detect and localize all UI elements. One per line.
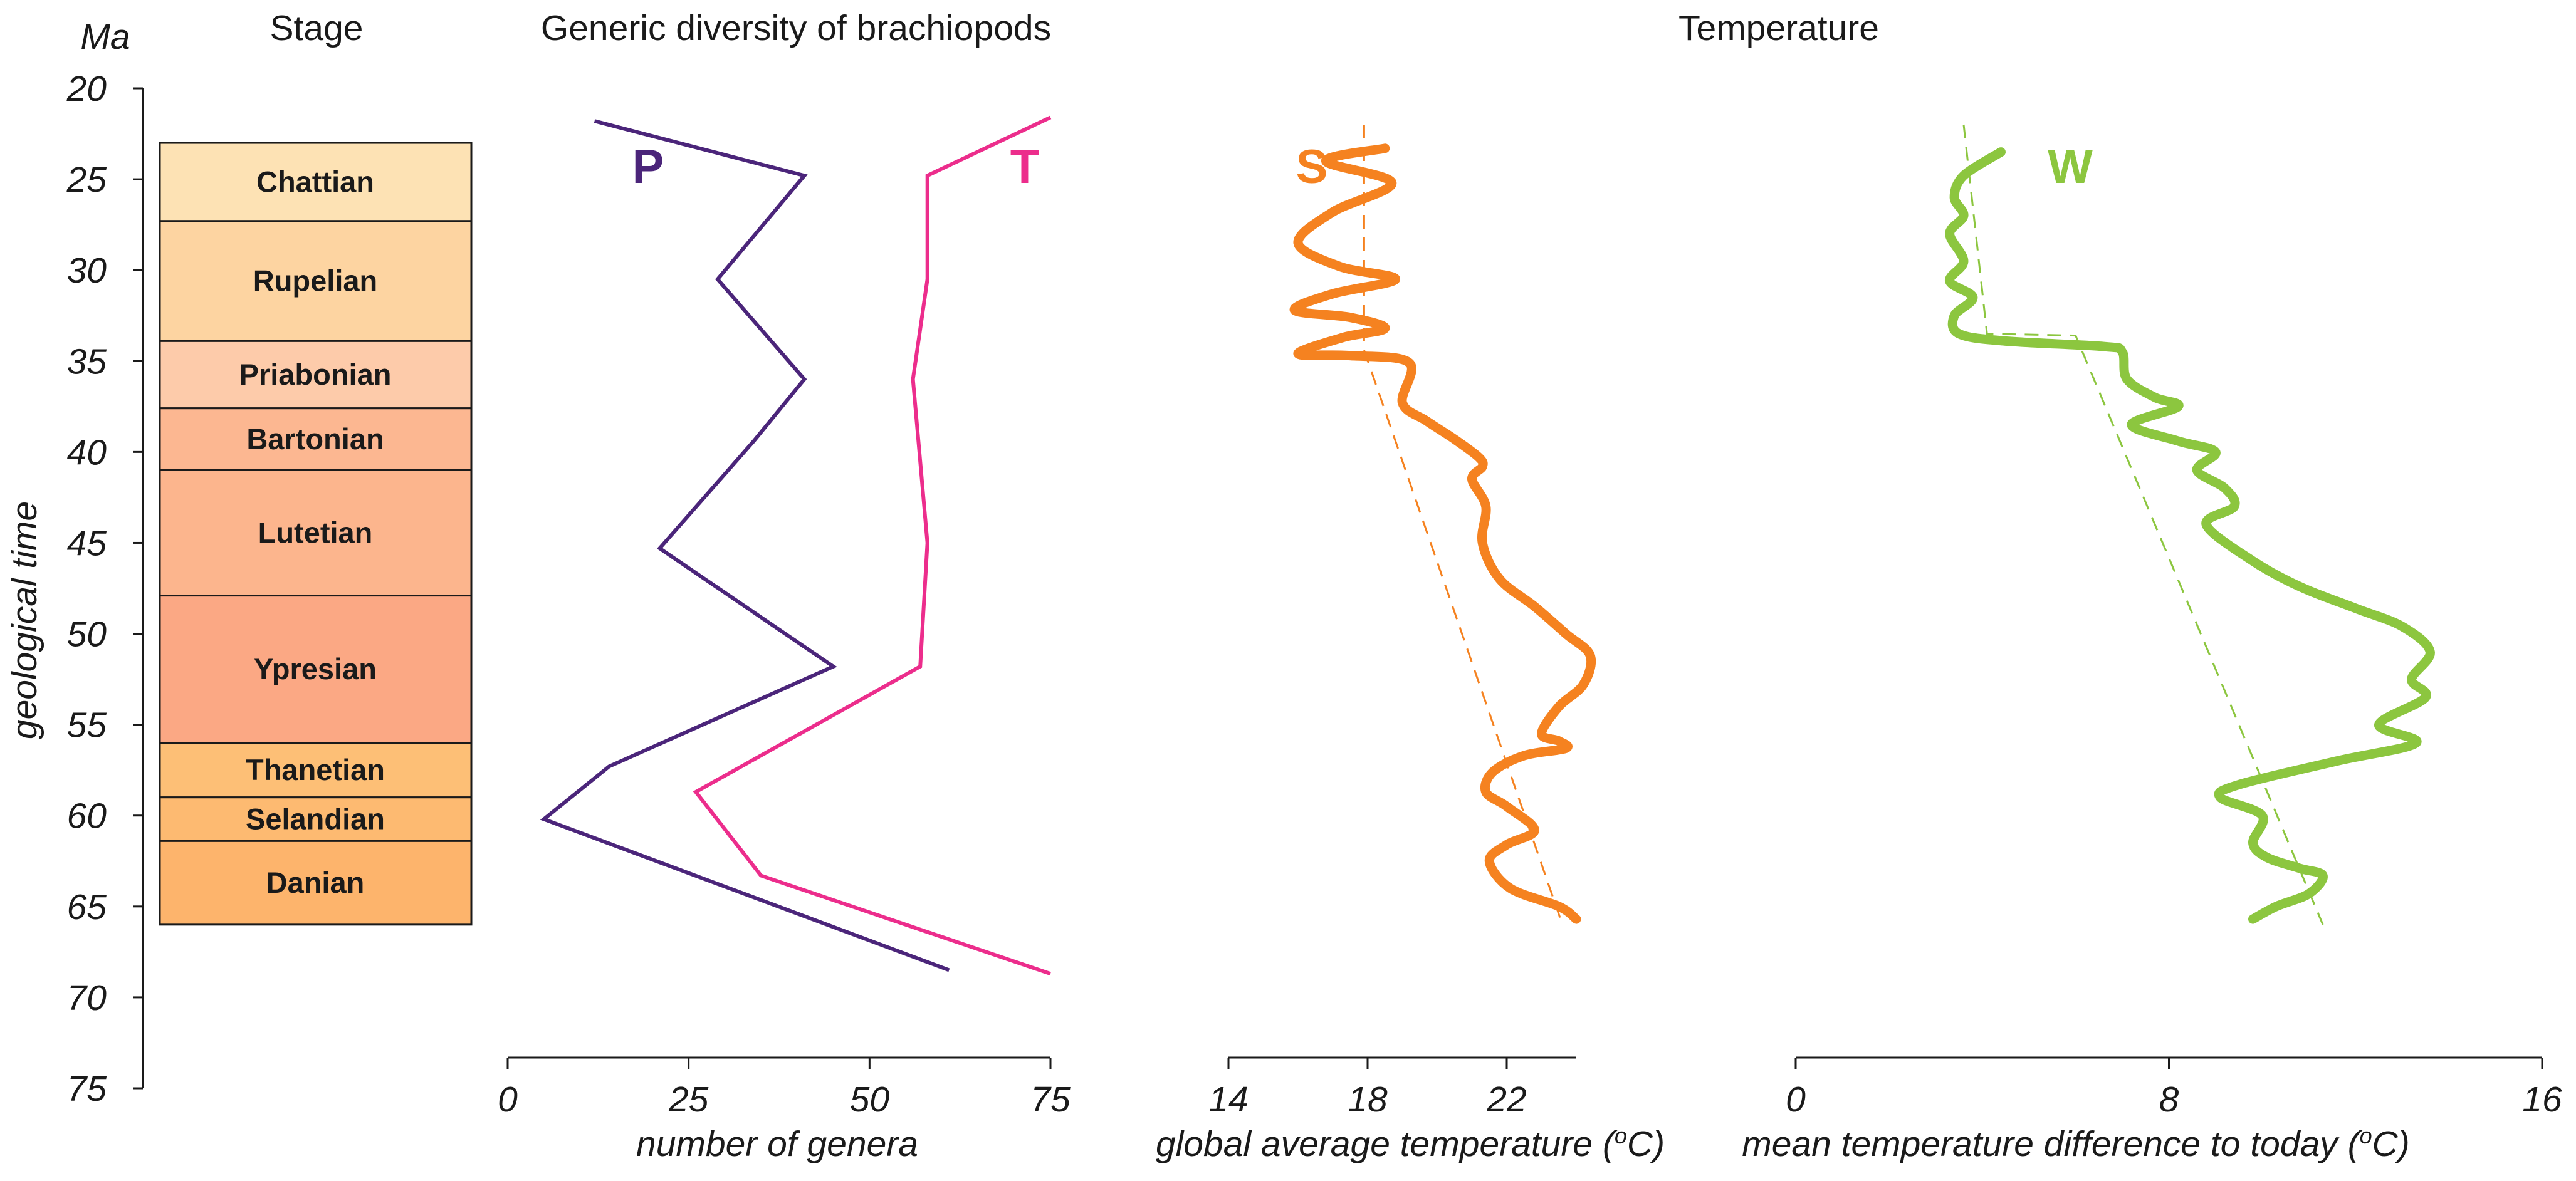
- time-tick-label-65: 65: [67, 887, 107, 927]
- stage-label-bartonian: Bartonian: [246, 422, 384, 455]
- global-temperature-x-label-text: global average temperature (: [1156, 1124, 1618, 1164]
- temperature-difference-unit: C): [2372, 1124, 2410, 1164]
- temperature-difference-x-axis: 0 8 16: [1786, 1056, 2562, 1120]
- time-tick-label-20: 20: [66, 69, 107, 109]
- temperature-difference-degree-sup: o: [2360, 1123, 2372, 1148]
- series-line-T: [693, 115, 1052, 976]
- global-temperature-tick-label-14: 14: [1208, 1080, 1248, 1120]
- geological-time-label: geological time: [4, 501, 45, 739]
- stage-label-thanetian: Thanetian: [246, 753, 385, 786]
- time-tick-label-60: 60: [67, 796, 107, 836]
- time-tick-label-35: 35: [67, 341, 107, 382]
- temperature-panel-title: Temperature: [1678, 8, 1879, 48]
- series-label-S: S: [1296, 140, 1328, 194]
- time-axis: 20 25 30 35 40 45 50 55 60 65 70 75: [66, 69, 144, 1109]
- time-tick-label-50: 50: [67, 615, 107, 655]
- trend-line-W: [1962, 124, 2324, 925]
- stage-label-chattian: Chattian: [256, 165, 374, 198]
- time-tick-label-45: 45: [67, 523, 107, 563]
- brachiopod-x-label: number of genera: [636, 1124, 918, 1164]
- stage-label-rupelian: Rupelian: [253, 264, 377, 298]
- brachiopod-tick-label-25: 25: [668, 1080, 709, 1120]
- time-tick-label-55: 55: [67, 705, 107, 746]
- stage-column: Chattian Rupelian Priabonian Bartonian Lutet…: [159, 142, 473, 926]
- global-temperature-x-label: global average temperature (oC): [1156, 1123, 1665, 1165]
- brachiopod-tick-label-0: 0: [498, 1080, 518, 1120]
- global-temperature-unit: C): [1627, 1124, 1665, 1164]
- stage-box-lutetian: [159, 469, 473, 597]
- stage-box-priabonian: [159, 340, 473, 410]
- temperature-difference-tick-label-8: 8: [2159, 1080, 2179, 1120]
- brachiopod-tick-label-50: 50: [850, 1080, 890, 1120]
- global-temperature-panel: 14 18 22 S global average temperature (oC): [1156, 125, 1665, 1164]
- stage-box-chattian: [159, 142, 473, 222]
- series-line-W: [1945, 147, 2435, 924]
- temperature-difference-panel: 0 8 16 W mean temperature difference to to…: [1742, 124, 2562, 1165]
- brachiopod-tick-label-75: 75: [1030, 1080, 1071, 1120]
- series-line-P: [540, 119, 950, 972]
- stage-box-selandian: [159, 796, 473, 842]
- time-tick-label-25: 25: [66, 160, 107, 200]
- stage-label-selandian: Selandian: [246, 803, 385, 836]
- time-tick-label-40: 40: [67, 432, 107, 472]
- stage-label-lutetian: Lutetian: [258, 516, 373, 549]
- time-tick-label-30: 30: [67, 251, 107, 291]
- brachiopod-panel: 0 25 50 75 P T number of genera: [498, 115, 1071, 1164]
- stage-box-rupelian: [159, 220, 473, 342]
- global-temperature-tick-label-18: 18: [1348, 1080, 1388, 1120]
- global-temperature-tick-label-22: 22: [1486, 1080, 1526, 1120]
- temperature-difference-x-label: mean temperature difference to today (oC…: [1742, 1123, 2410, 1165]
- brachiopod-x-axis: 0 25 50 75: [498, 1056, 1071, 1120]
- time-tick-label-70: 70: [67, 978, 107, 1018]
- series-label-P: P: [632, 140, 664, 194]
- stage-label-priabonian: Priabonian: [239, 358, 392, 391]
- global-temperature-degree-sup: o: [1615, 1123, 1627, 1148]
- global-temperature-x-axis: 14 18 22: [1208, 1056, 1576, 1120]
- stage-label-ypresian: Ypresian: [254, 652, 377, 685]
- series-line-S: [1289, 143, 1596, 924]
- ma-unit-label: Ma: [80, 17, 130, 57]
- temperature-difference-tick-label-16: 16: [2522, 1080, 2562, 1120]
- stage-box-danian: [159, 840, 473, 926]
- series-label-T: T: [1010, 140, 1039, 194]
- brachiopod-panel-title: Generic diversity of brachiopods: [541, 8, 1051, 48]
- trend-line-S: [1363, 125, 1564, 925]
- stage-column-title: Stage: [270, 8, 364, 48]
- time-tick-label-75: 75: [67, 1069, 107, 1109]
- series-label-W: W: [2048, 140, 2093, 194]
- stage-label-danian: Danian: [266, 866, 365, 899]
- temperature-difference-tick-label-0: 0: [1786, 1080, 1806, 1120]
- stage-box-thanetian: [159, 742, 473, 799]
- temperature-difference-x-label-text: mean temperature difference to today (: [1742, 1124, 2362, 1164]
